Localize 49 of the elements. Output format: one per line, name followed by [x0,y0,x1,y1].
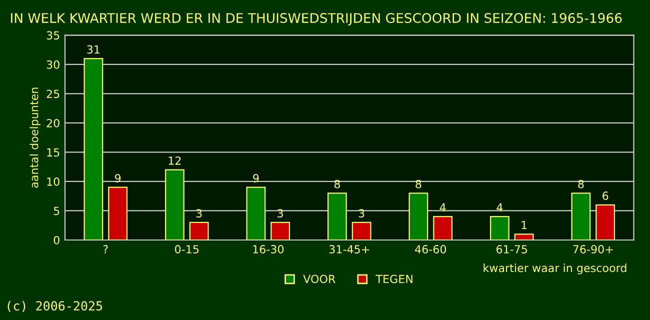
data-label: 3 [358,209,364,218]
data-label: 1 [522,220,527,230]
y-axis-title: aantal doelpunten [30,88,40,188]
y-tick-label: 35 [46,31,60,40]
data-label: 8 [416,180,422,188]
y-tick-label: 0 [54,236,60,244]
data-label: 8 [334,180,340,188]
x-tick-label: ? [103,245,108,254]
data-label: 4 [440,203,446,212]
y-tick-label: 5 [54,206,60,216]
legend-label: VOOR [303,274,336,284]
bar [596,204,616,240]
data-label: 3 [196,209,202,218]
x-axis-title: kwartier waar in gescoord [484,264,626,274]
bar [246,186,266,240]
x-tick-label: 16-30 [253,245,284,254]
bar [490,216,510,240]
y-tick-label: 10 [47,177,60,186]
bar [327,192,347,240]
text: (c) 2006-2025 [8,300,102,312]
bar [408,192,428,240]
bar [164,169,184,240]
data-label: 8 [578,180,584,188]
data-label: 9 [114,174,121,182]
x-tick-label: 61-75 [496,245,528,254]
y-tick-label: 20 [46,118,60,128]
y-tick-label: 25 [46,90,60,98]
data-label: 9 [253,174,259,182]
bar [433,216,453,240]
chart-title: IN WELK KWARTIER WERD ER IN DE THUISWEDSTRIJDEN GESCOORD IN SEIZOEN: 1965-1966 [11,13,622,26]
data-label: 4 [496,203,503,212]
bar [352,222,372,240]
data-label: 31 [87,45,100,54]
bar [84,58,104,240]
x-tick-label: 0-15 [175,245,199,254]
bar [270,222,290,240]
bar [108,186,128,240]
bar [189,222,209,240]
data-label: 6 [602,192,608,200]
x-tick-label: 46-60 [415,245,446,254]
y-tick-label: 15 [47,148,60,157]
data-label: 12 [168,156,181,165]
y-tick-label: 30 [46,60,60,69]
bar [514,234,534,240]
x-tick-label: 76-90+ [573,245,613,254]
data-label: 3 [278,209,283,218]
x-tick-label: 31-45+ [329,245,369,254]
legend-label: TEGEN [376,274,412,284]
bar [571,192,591,240]
